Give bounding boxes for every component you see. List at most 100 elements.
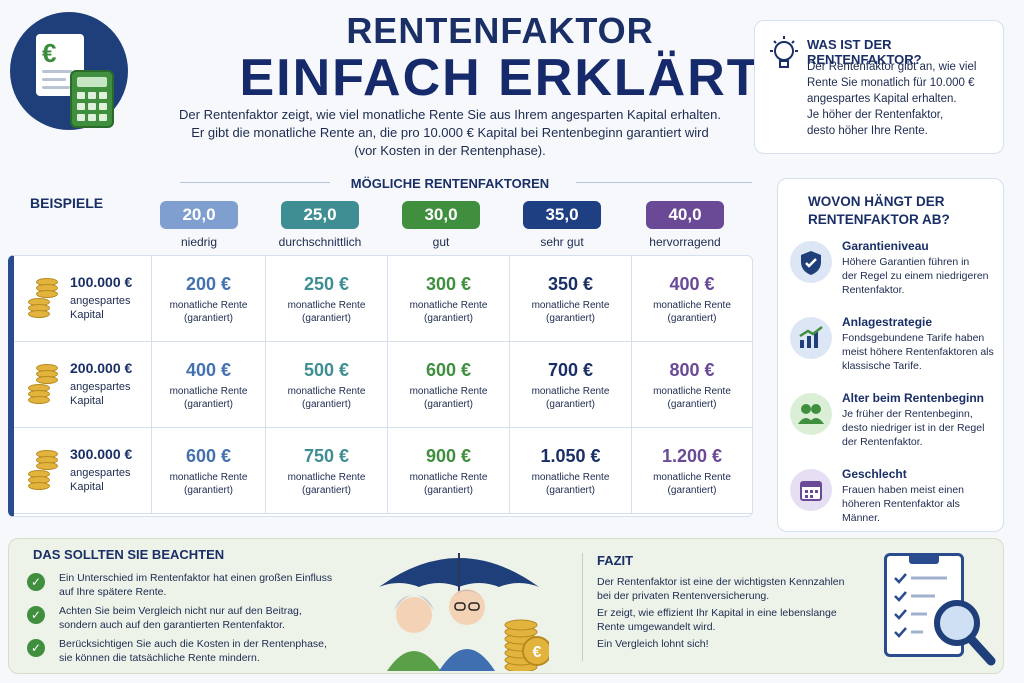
calendar-icon [790,469,832,511]
pension-cell: 900 € monatliche Rente (garantiert) [388,428,510,514]
factor-label: niedrig [180,235,218,249]
pension-value: 1.050 € [540,446,601,466]
capital-amount: 100.000 € [70,274,133,290]
coins-icon [28,278,60,318]
euro-symbol: € [42,38,57,68]
pension-cell: 600 € monatliche Rente (garantiert) [388,342,510,428]
dependency-item-title: Geschlecht [842,467,907,481]
pension-value: 300 € [425,274,472,294]
pension-note: monatliche Rente (garantiert) [531,472,610,496]
chart-up-icon [790,317,832,359]
pension-value: 350 € [547,274,594,294]
factor-badge: 40,0 [646,201,724,229]
pension-value: 750 € [303,446,350,466]
dependency-box: WOVON HÄNGT DER RENTENFAKTOR AB? Garanti… [777,178,1004,532]
info-text: Der Rentenfaktor gibt an, wie viel Rente… [807,61,977,137]
vertical-divider [582,553,583,661]
capital-label: angespartes Kapital [70,467,131,493]
pension-note: monatliche Rente (garantiert) [653,300,731,324]
pension-note: monatliche Rente (garantiert) [409,386,488,410]
check-icon: ✓ [27,573,45,591]
people-icon [790,393,832,435]
bottom-panel: DAS SOLLTEN SIE BEACHTEN ✓ Ein Unterschie… [8,538,1004,674]
capital-cell: 300.000 € angespartes Kapital [14,428,152,514]
pension-cell: 300 € monatliche Rente (garantiert) [388,256,510,342]
check-icon: ✓ [27,606,45,624]
factors-title: MÖGLICHE RENTENFAKTOREN [350,176,550,191]
conclusion-text: Der Rentenfaktor ist eine der wichtigste… [597,576,845,650]
divider-line [180,182,330,183]
dependency-item: Alter beim Rentenbeginn Je früher der Ren… [786,389,1000,461]
title-line1: RENTENFAKTOR [346,10,654,51]
dependency-item: Geschlecht Frauen haben meist einen höhere… [786,465,1000,537]
shield-check-icon [790,241,832,283]
info-box: WAS IST DER RENTENFAKTOR? Der Rentenfakt… [754,20,1004,154]
factor-badge: 25,0 [281,201,359,229]
pension-note: monatliche Rente (garantiert) [531,386,610,410]
pension-note: monatliche Rente (garantiert) [287,472,366,496]
check-icon: ✓ [27,639,45,657]
lightbulb-icon [770,36,798,68]
pension-value: 400 € [669,274,715,294]
note-item: Ein Unterschied im Rentenfaktor hat eine… [59,572,333,598]
pension-cell: 700 € monatliche Rente (garantiert) [510,342,632,428]
dependency-item-text: Höhere Garantien führen in der Regel zu e… [842,256,989,296]
dependency-item: Garantieniveau Höhere Garantien führen in… [786,237,1000,309]
umbrella-couple-illustration: € [379,553,549,671]
pension-value: 900 € [425,446,472,466]
factor-label: durchschnittlich [278,235,362,249]
pension-value: 250 € [303,274,350,294]
factor-label: hervorragend [649,235,721,249]
dependency-item-text: Frauen haben meist einen höheren Rentenfa… [842,484,964,524]
note-item: Berücksichtigen Sie auch die Kosten in d… [59,638,327,664]
table-row: 300.000 € angespartes Kapital 600 € monatlic… [14,428,752,514]
pension-value: 200 € [185,274,232,294]
pension-cell: 750 € monatliche Rente (garantiert) [266,428,388,514]
note-item: Achten Sie beim Vergleich nicht nur auf … [59,605,302,631]
pension-cell: 600 € monatliche Rente (garantiert) [152,428,266,514]
coins-icon [28,364,60,404]
pension-value: 1.200 € [661,446,723,466]
magnifier-icon [934,600,996,666]
pension-cell: 800 € monatliche Rente (garantiert) [632,342,752,428]
dependency-item: Anlagestrategie Fondsgebundene Tarife hab… [786,313,1000,385]
pension-note: monatliche Rente (garantiert) [287,300,366,324]
pension-value: 600 € [185,446,232,466]
pension-note: monatliche Rente (garantiert) [287,386,366,410]
table-row: 200.000 € angespartes Kapital 400 € monatlic… [14,342,752,428]
pension-cell: 500 € monatliche Rente (garantiert) [266,342,388,428]
info-title: WAS IST DER RENTENFAKTOR? [807,37,922,67]
title-line2: EINFACH ERKLÄRT [239,49,761,107]
pension-value: 600 € [425,360,472,380]
factor-label: gut [432,235,450,249]
svg-text:€: € [533,644,542,661]
capital-cell: 100.000 € angespartes Kapital [14,256,152,342]
table-row: 100.000 € angespartes Kapital 200 € monatlic… [14,256,752,342]
pension-note: monatliche Rente (garantiert) [531,300,610,324]
capital-amount: 300.000 € [70,446,133,462]
pension-cell: 350 € monatliche Rente (garantiert) [510,256,632,342]
dependency-item-title: Garantieniveau [842,239,929,253]
capital-label: angespartes Kapital [70,295,131,321]
capital-cell: 200.000 € angespartes Kapital [14,342,152,428]
pension-note: monatliche Rente (garantiert) [169,472,248,496]
calculator-icon [70,70,114,128]
conclusion-title: FAZIT [597,553,634,568]
pension-value: 400 € [185,360,232,380]
pension-note: monatliche Rente (garantiert) [169,300,248,324]
example-table: 100.000 € angespartes Kapital 200 € monatlic… [8,255,753,517]
dependency-item-text: Fondsgebundene Tarife haben meist höhere … [842,332,994,372]
pension-value: 800 € [669,360,715,380]
coins-icon [28,450,60,490]
pension-note: monatliche Rente (garantiert) [409,300,488,324]
pension-cell: 1.200 € monatliche Rente (garantiert) [632,428,752,514]
factor-badge: 35,0 [523,201,601,229]
pension-value: 500 € [303,360,350,380]
pension-note: monatliche Rente (garantiert) [409,472,488,496]
pension-note: monatliche Rente (garantiert) [653,386,731,410]
intro-text: Der Rentenfaktor zeigt, wie viel monatli… [179,107,721,158]
factor-badge: 20,0 [160,201,238,229]
notes-title: DAS SOLLTEN SIE BEACHTEN [33,547,225,562]
factor-label: sehr gut [540,235,584,249]
pension-cell: 400 € monatliche Rente (garantiert) [632,256,752,342]
